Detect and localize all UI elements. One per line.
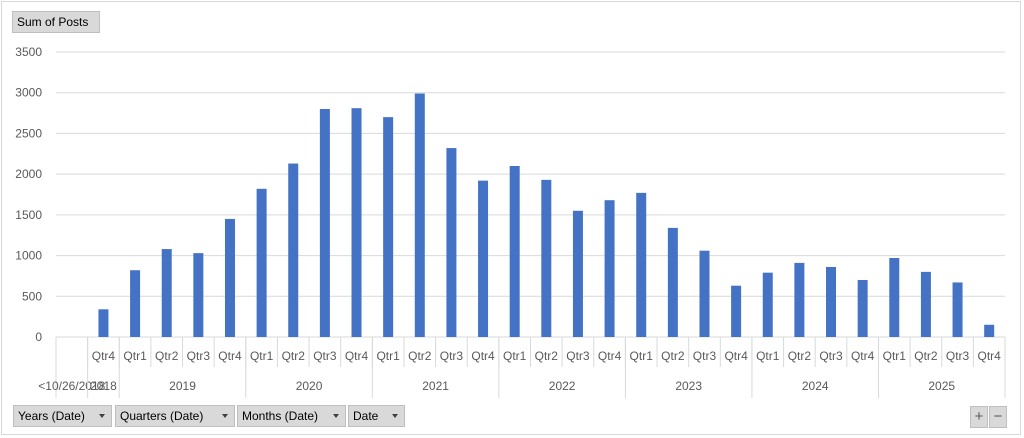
quarter-label: Qtr3 — [946, 349, 970, 363]
years-date-field-button[interactable]: Years (Date) — [13, 405, 112, 427]
quarter-label: Qtr1 — [503, 349, 527, 363]
bar — [256, 188, 267, 337]
expand-field-button[interactable]: + — [970, 406, 988, 428]
quarter-label: Qtr3 — [313, 349, 337, 363]
year-label: 2021 — [422, 379, 449, 393]
bar — [478, 180, 489, 337]
quarter-label: Qtr4 — [851, 349, 875, 363]
bar — [224, 218, 235, 337]
bars — [98, 93, 995, 338]
quarter-label: Qtr4 — [218, 349, 242, 363]
collapse-field-button[interactable]: − — [989, 406, 1007, 428]
year-label: 2019 — [169, 379, 196, 393]
quarter-label: Qtr1 — [756, 349, 780, 363]
year-label: 2024 — [802, 379, 829, 393]
bar — [920, 271, 931, 337]
quarter-label: Qtr2 — [788, 349, 812, 363]
bar — [193, 253, 204, 337]
bar — [130, 270, 141, 337]
months-date-label: Months (Date) — [242, 409, 319, 423]
quarter-label: Qtr2 — [535, 349, 559, 363]
bar — [984, 324, 995, 337]
y-tick-label: 2000 — [15, 167, 42, 181]
months-date-field-button[interactable]: Months (Date) — [237, 405, 346, 427]
quarter-label: Qtr2 — [661, 349, 685, 363]
year-label: 2020 — [296, 379, 323, 393]
bar — [98, 309, 109, 337]
y-tick-label: 1500 — [15, 208, 42, 222]
bar — [699, 250, 710, 337]
bar — [319, 109, 330, 337]
quarter-label: Qtr1 — [883, 349, 907, 363]
date-field-button[interactable]: Date — [348, 405, 405, 427]
bar — [731, 285, 742, 337]
y-tick-label: 3000 — [15, 86, 42, 100]
minus-icon: − — [993, 408, 1003, 425]
quarter-label: Qtr2 — [914, 349, 938, 363]
quarter-label: Qtr3 — [693, 349, 717, 363]
quarter-label: Qtr4 — [598, 349, 622, 363]
y-axis-tick-labels: 0 500 1000 1500 2000 2500 3000 3500 — [15, 45, 42, 344]
sum-of-posts-label: Sum of Posts — [17, 15, 89, 29]
quarters-date-field-button[interactable]: Quarters (Date) — [115, 405, 235, 427]
bar — [604, 200, 615, 337]
bar — [572, 210, 583, 337]
bar — [952, 282, 963, 337]
bar — [762, 272, 773, 337]
gridlines — [56, 51, 1005, 338]
y-tick-label: 1000 — [15, 249, 42, 263]
bar — [794, 262, 805, 337]
bar — [889, 258, 900, 337]
bar — [826, 266, 837, 337]
bar — [667, 227, 678, 337]
y-tick-label: 2500 — [15, 126, 42, 140]
quarter-label: Qtr2 — [282, 349, 306, 363]
quarter-label: Qtr4 — [471, 349, 495, 363]
year-label: 2018 — [90, 379, 117, 393]
quarter-label: Qtr3 — [440, 349, 464, 363]
quarter-label: Qtr4 — [978, 349, 1002, 363]
years-date-label: Years (Date) — [18, 409, 85, 423]
y-tick-label: 0 — [35, 330, 42, 344]
sum-of-posts-field-button[interactable]: Sum of Posts — [12, 11, 100, 33]
bar — [541, 179, 552, 337]
quarter-label: Qtr3 — [819, 349, 843, 363]
date-label: Date — [353, 409, 379, 423]
year-label: 2023 — [675, 379, 702, 393]
bar — [636, 192, 647, 337]
quarter-label: Qtr4 — [345, 349, 369, 363]
bar — [446, 148, 457, 337]
bar — [857, 280, 868, 337]
category-axis: Qtr4 Qtr1 Qtr2 Qtr3 Qtr4 Qtr1 Qtr2 Qtr3 Qtr4 Qtr1… — [38, 337, 1006, 398]
quarter-label: Qtr2 — [155, 349, 179, 363]
quarter-label: Qtr1 — [123, 349, 147, 363]
dropdown-arrow-icon — [99, 414, 105, 418]
year-label: 2025 — [928, 379, 955, 393]
quarter-label: Qtr4 — [92, 349, 116, 363]
quarter-label: Qtr3 — [187, 349, 211, 363]
bar — [383, 117, 394, 338]
plus-icon: + — [974, 408, 984, 425]
bar — [414, 93, 425, 338]
quarter-label: Qtr1 — [630, 349, 654, 363]
y-tick-label: 500 — [22, 289, 42, 303]
quarter-label: Qtr3 — [566, 349, 590, 363]
quarter-label: Qtr1 — [250, 349, 274, 363]
bar — [351, 108, 362, 337]
bar — [509, 166, 520, 337]
y-tick-label: 3500 — [15, 45, 42, 59]
year-label: <10/26/2018 — [38, 379, 105, 393]
year-label: 2022 — [549, 379, 576, 393]
bar — [288, 163, 299, 337]
quarter-label: Qtr4 — [724, 349, 748, 363]
quarter-label: Qtr1 — [376, 349, 400, 363]
dropdown-arrow-icon — [222, 414, 228, 418]
dropdown-arrow-icon — [333, 414, 339, 418]
quarters-date-label: Quarters (Date) — [120, 409, 204, 423]
bar — [161, 249, 172, 337]
quarter-label: Qtr2 — [408, 349, 432, 363]
dropdown-arrow-icon — [392, 414, 398, 418]
